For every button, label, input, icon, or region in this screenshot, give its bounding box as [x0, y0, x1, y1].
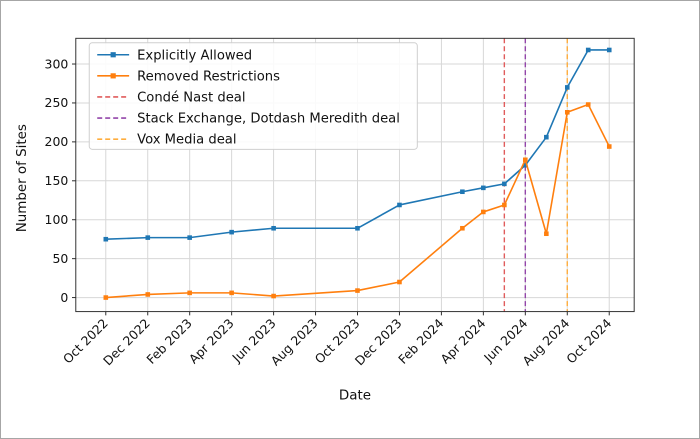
data-point-explicitly-allowed: [585, 47, 591, 53]
data-point-removed-restrictions: [564, 110, 570, 115]
y-tick-label: 300: [45, 56, 69, 71]
data-point-explicitly-allowed: [460, 189, 465, 195]
y-tick-label: 0: [60, 290, 68, 305]
legend: Explicitly Allowed Removed Restrictions Co…: [88, 42, 418, 150]
data-point-removed-restrictions: [103, 295, 109, 300]
legend-label: Condé Nast deal: [137, 91, 245, 106]
data-point-removed-restrictions: [271, 293, 276, 299]
legend-item-stack-exchange-dotdash-meredith-deal: Stack Exchange, Dotdash Meredith deal: [97, 112, 400, 127]
x-tick-label: Feb 2023: [143, 316, 194, 367]
x-tick-label: Oct 2024: [563, 315, 614, 366]
data-point-removed-restrictions: [460, 225, 465, 231]
data-point-removed-restrictions: [585, 102, 591, 107]
data-point-removed-restrictions: [145, 292, 151, 297]
y-axis-label: Number of Sites: [15, 124, 30, 232]
data-point-explicitly-allowed: [145, 235, 151, 240]
data-point-explicitly-allowed: [103, 236, 109, 242]
data-point-removed-restrictions: [523, 157, 528, 163]
data-point-explicitly-allowed: [544, 134, 549, 140]
data-point-removed-restrictions: [502, 202, 507, 208]
data-point-explicitly-allowed: [187, 235, 192, 240]
y-tick-label: 100: [45, 212, 69, 227]
legend-item-removed-restrictions: Removed Restrictions: [97, 69, 280, 84]
y-tick-label: 200: [45, 134, 69, 149]
event-lines-layer: [503, 38, 568, 312]
data-point-explicitly-allowed: [606, 47, 612, 53]
data-point-removed-restrictions: [397, 279, 402, 285]
x-tick-label: Apr 2023: [186, 316, 237, 367]
legend-label: Vox Media deal: [137, 133, 236, 148]
x-tick-label: Apr 2024: [437, 315, 488, 366]
data-point-explicitly-allowed: [502, 181, 507, 187]
data-point-removed-restrictions: [187, 290, 192, 296]
data-point-explicitly-allowed: [355, 225, 360, 231]
plot-border: [75, 37, 635, 313]
data-point-removed-restrictions: [544, 231, 549, 237]
data-point-removed-restrictions: [481, 209, 486, 215]
data-point-explicitly-allowed: [481, 185, 486, 191]
x-tick-label: Feb 2024: [395, 315, 446, 366]
legend-square-marker-icon: [110, 73, 116, 79]
data-point-removed-restrictions: [355, 288, 360, 293]
data-point-explicitly-allowed: [523, 162, 528, 168]
data-point-explicitly-allowed: [271, 225, 276, 231]
legend-item-vox-media-deal: Vox Media deal: [97, 133, 237, 148]
x-axis-label: Date: [339, 389, 371, 404]
y-tick-label: 50: [52, 251, 68, 266]
legend-label: Explicitly Allowed: [137, 48, 252, 63]
data-point-removed-restrictions: [229, 290, 234, 296]
legend-label: Stack Exchange, Dotdash Meredith deal: [137, 112, 400, 127]
legend-box: [88, 42, 418, 150]
legend-item-explicitly-allowed: Explicitly Allowed: [97, 48, 252, 63]
series-layer: [103, 47, 612, 300]
legend-label: Removed Restrictions: [137, 69, 280, 84]
y-tick-label: 150: [45, 173, 69, 188]
data-point-explicitly-allowed: [397, 202, 402, 208]
legend-square-marker-icon: [110, 52, 116, 58]
legend-item-cond-nast-deal: Condé Nast deal: [97, 91, 246, 106]
data-point-explicitly-allowed: [229, 229, 234, 235]
y-tick-label: 250: [45, 95, 69, 110]
data-point-removed-restrictions: [606, 144, 612, 149]
data-point-explicitly-allowed: [564, 85, 570, 90]
